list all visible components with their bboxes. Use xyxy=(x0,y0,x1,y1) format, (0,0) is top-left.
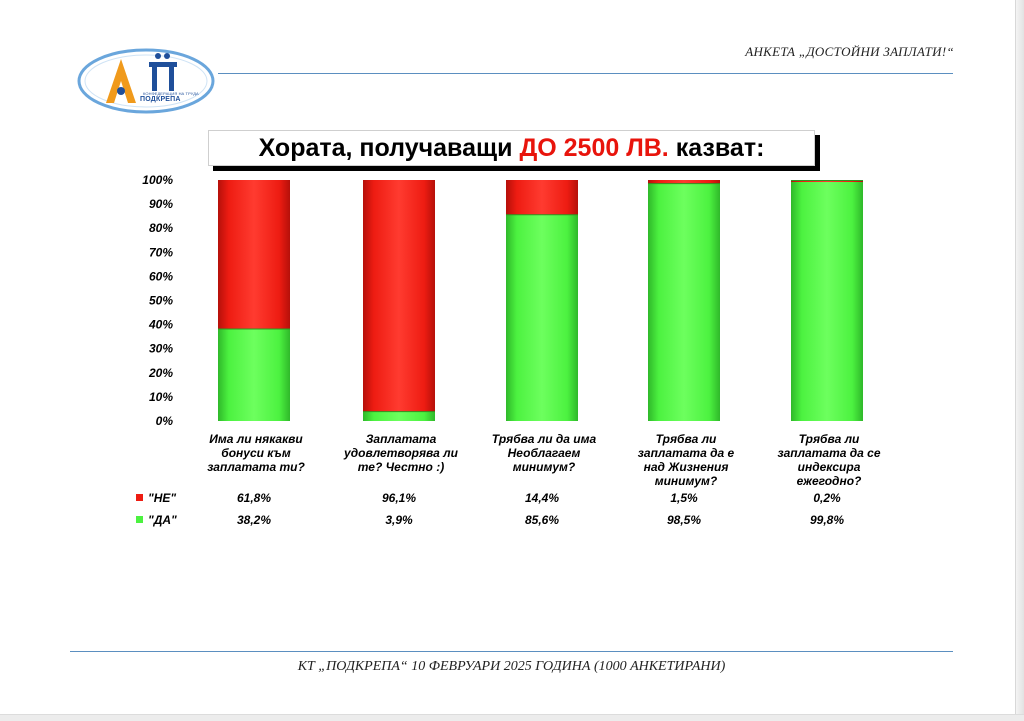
data-value: 0,2% xyxy=(813,491,841,505)
chart-title: Хората, получаващи ДО 2500 ЛВ. казват: xyxy=(208,130,815,166)
y-tick-label: 70% xyxy=(149,245,173,259)
data-value: 98,5% xyxy=(667,513,701,527)
bar-ne xyxy=(218,180,290,329)
y-tick-label: 50% xyxy=(149,294,173,308)
data-value: 1,5% xyxy=(670,491,698,505)
bar-da xyxy=(506,214,578,421)
bar-ne xyxy=(791,180,863,182)
y-tick-label: 90% xyxy=(149,197,173,211)
logo-caption-small: КОНФЕДЕРАЦИЯ НА ТРУДА xyxy=(143,91,199,96)
y-tick-label: 40% xyxy=(148,318,173,332)
data-value: 61,8% xyxy=(237,491,271,505)
y-tick-label: 100% xyxy=(142,173,173,187)
bar-da xyxy=(648,183,720,421)
y-tick-label: 60% xyxy=(149,269,173,283)
bar-ne xyxy=(648,180,720,184)
chart-title-part1: Хората, получаващи xyxy=(258,133,513,162)
data-value: 96,1% xyxy=(382,491,416,505)
y-tick-label: 0% xyxy=(156,414,174,428)
category-label: Трябва ли заплатата да се индексира ежегодн… xyxy=(777,432,880,488)
bar-ne xyxy=(506,180,578,215)
chart-title-highlight: ДО 2500 ЛВ. xyxy=(519,133,669,162)
legend-row-ne-label: "НЕ" xyxy=(148,491,176,505)
footer-text: КТ „ПОДКРЕПА“ 10 ФЕВРУАРИ 2025 ГОДИНА (1… xyxy=(297,659,726,674)
data-value: 99,8% xyxy=(810,513,844,527)
chart-title-part2: казват: xyxy=(675,133,765,162)
y-tick-label: 20% xyxy=(148,366,173,380)
bar-da xyxy=(791,180,863,421)
window-right-edge xyxy=(1015,0,1024,721)
category-label: Има ли някакви бонуси към заплатата ти? xyxy=(207,432,305,474)
header-divider xyxy=(218,73,953,74)
survey-title: АНКЕТА „ДОСТОЙНИ ЗАПЛАТИ!“ xyxy=(745,44,954,59)
y-tick-label: 10% xyxy=(149,390,173,404)
bar-da xyxy=(218,328,290,421)
logo-caption: ПОДКРЕПА xyxy=(140,96,181,103)
bar-ne xyxy=(363,180,435,412)
legend-row-da-label: "ДА" xyxy=(148,513,177,527)
footer-divider xyxy=(70,651,953,652)
category-label: Трябва ли да има Необлагаем минимум? xyxy=(492,432,597,474)
data-value: 14,4% xyxy=(525,491,559,505)
bar-da xyxy=(363,411,435,421)
y-tick-label: 30% xyxy=(149,342,173,356)
window-bottom-edge xyxy=(0,714,1024,721)
podkrepa-logo xyxy=(77,48,215,114)
category-label: Трябва ли заплатата да е над Жизнения миним… xyxy=(638,432,735,488)
data-value: 38,2% xyxy=(237,513,271,527)
legend-row-ne-swatch xyxy=(136,494,143,501)
category-label: Заплатата удовлетворява ли те? Честно :) xyxy=(343,432,459,474)
data-value: 85,6% xyxy=(525,513,559,527)
y-tick-label: 80% xyxy=(149,221,173,235)
data-value: 3,9% xyxy=(385,513,413,527)
legend-row-da-swatch xyxy=(136,516,143,523)
